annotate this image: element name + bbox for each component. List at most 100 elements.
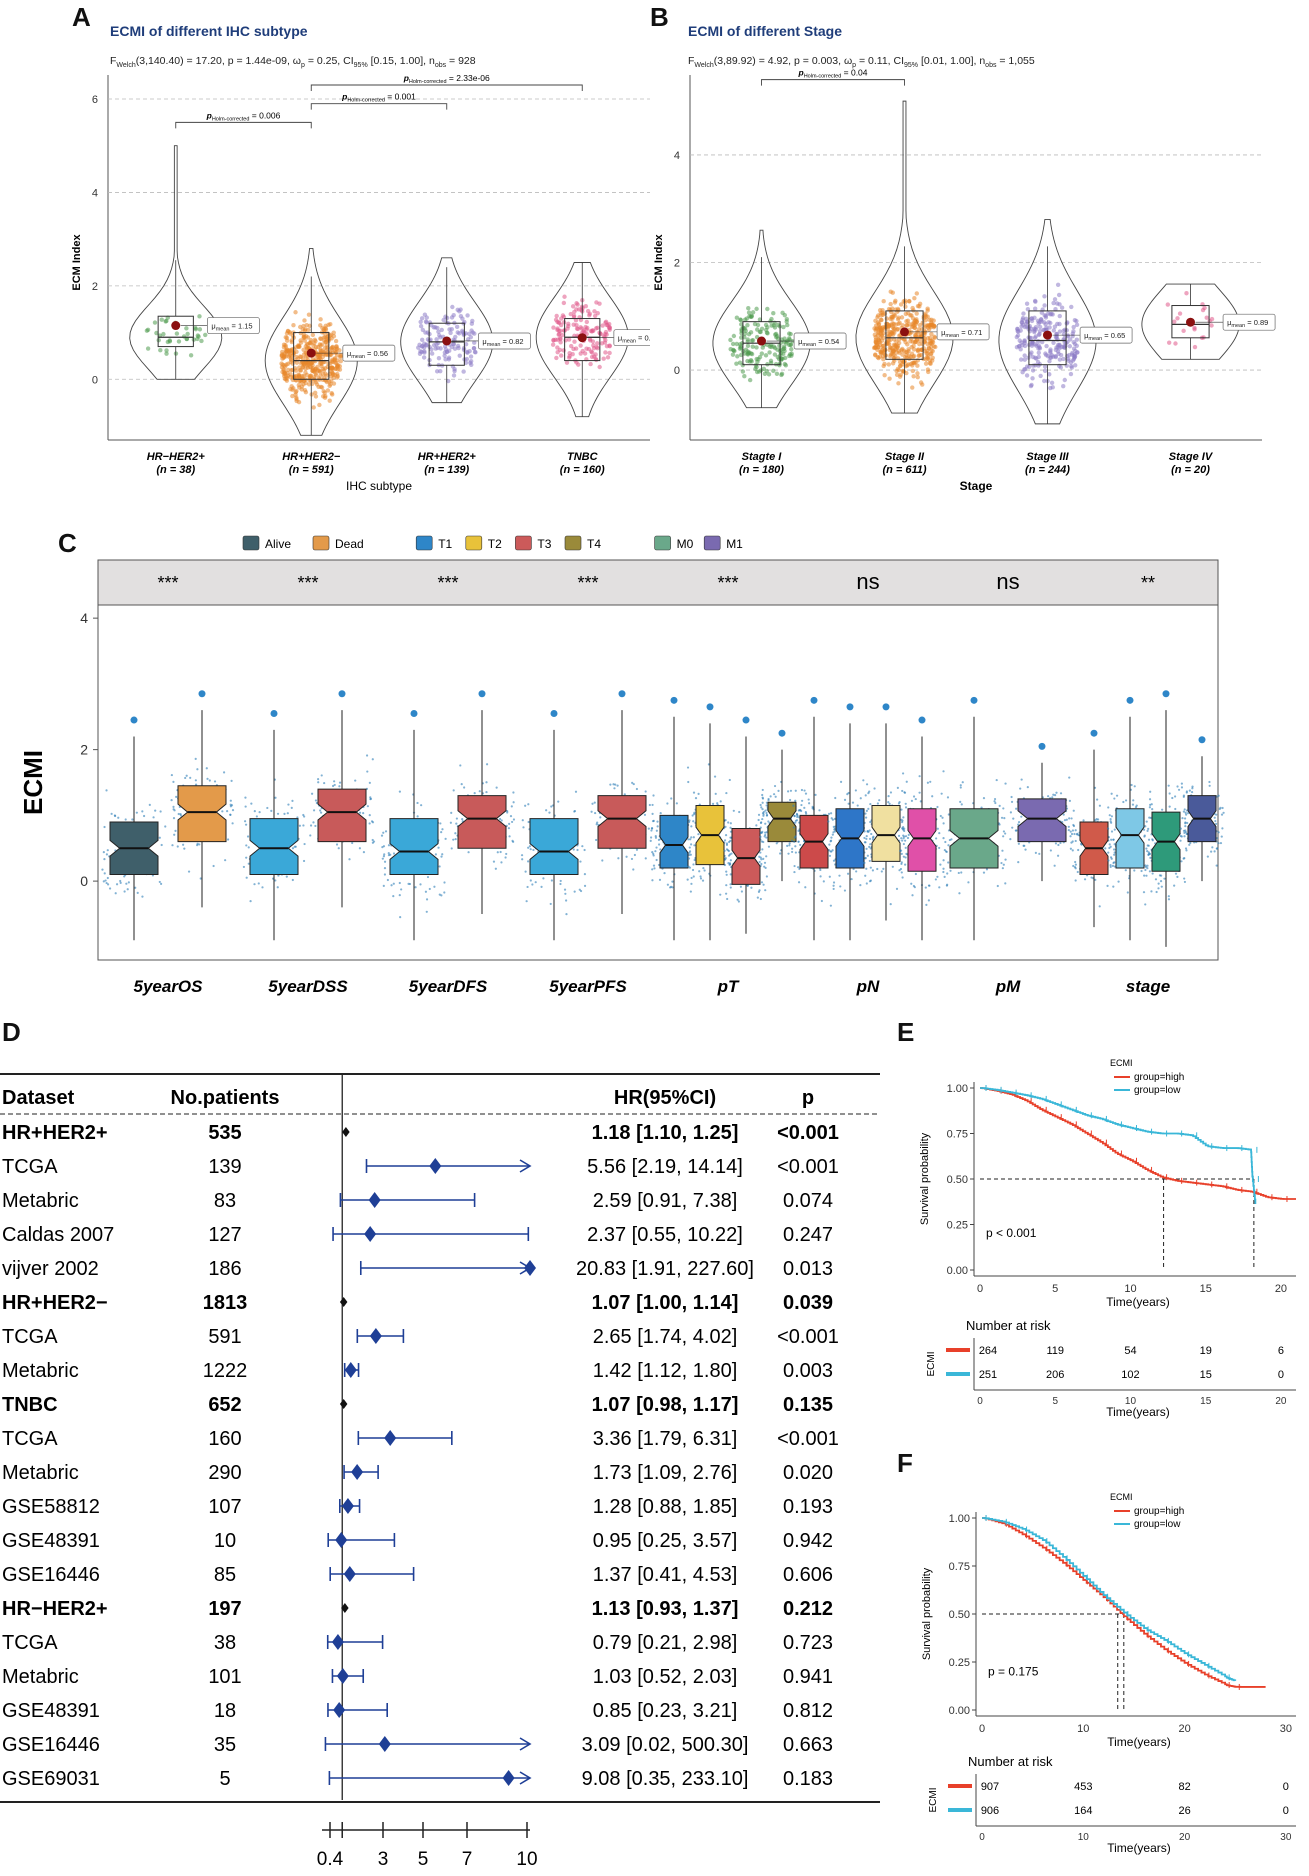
jitter-point: [1180, 860, 1183, 863]
jitter-point: [863, 861, 866, 864]
survival-curve-low: [982, 1517, 1237, 1682]
text-part: obs: [435, 62, 447, 69]
data-point: [472, 349, 478, 355]
data-point: [897, 363, 903, 369]
jitter-point: [1148, 816, 1151, 819]
data-point: [1192, 344, 1198, 350]
bracket-p-label: pHolm-corrected = 0.04: [797, 68, 867, 80]
row-dataset: HR+HER2+: [2, 1122, 108, 1144]
row-hr-text: 0.85 [0.23, 3.21]: [593, 1700, 738, 1722]
jitter-point: [761, 817, 764, 821]
data-point: [768, 358, 774, 364]
stats-text: FWelch(3,89.92) = 4.92, p = 0.003, ωp = …: [688, 55, 1035, 69]
text-part: = 0.89: [1245, 318, 1268, 327]
jitter-point: [900, 852, 903, 855]
jitter-point: [938, 846, 941, 850]
jitter-point: [599, 816, 602, 819]
jitter-point: [1211, 846, 1214, 849]
row-p: 0.013: [783, 1258, 833, 1280]
jitter-point: [995, 778, 998, 782]
jitter-point: [794, 851, 797, 854]
data-point: [311, 343, 316, 348]
jitter-point: [831, 833, 834, 836]
data-point: [589, 350, 595, 355]
data-point: [338, 354, 343, 360]
panel-label-d: D: [2, 1017, 21, 1047]
outlier-point: [198, 690, 206, 698]
jitter-point: [1069, 847, 1072, 850]
data-point: [328, 382, 333, 387]
data-point: [587, 313, 592, 318]
data-point: [1073, 363, 1078, 368]
y-tick-label: 1.00: [947, 1083, 968, 1095]
jitter-point: [548, 811, 551, 814]
jitter-point: [905, 780, 908, 783]
risk-x-tick: 30: [1280, 1832, 1292, 1843]
jitter-point: [106, 849, 109, 852]
data-point: [424, 342, 429, 347]
jitter-point: [961, 781, 964, 784]
jitter-point: [901, 876, 904, 879]
text-part: F: [110, 55, 116, 67]
data-point: [309, 392, 314, 397]
jitter-point: [1220, 813, 1224, 816]
data-point: [301, 335, 306, 341]
data-point: [455, 343, 461, 349]
mean-label: μmean = 1.15: [211, 322, 252, 333]
jitter-point: [865, 867, 868, 870]
data-point: [460, 328, 465, 334]
jitter-point: [508, 822, 511, 825]
row-hr-text: 1.03 [0.52, 2.03]: [593, 1666, 738, 1688]
jitter-point: [760, 831, 763, 834]
data-point: [895, 327, 900, 332]
mean-label-box: [936, 323, 990, 341]
jitter-point: [1002, 830, 1006, 833]
jitter-point: [390, 884, 393, 887]
data-point: [759, 351, 765, 356]
jitter-point: [899, 867, 903, 871]
data-point: [784, 319, 789, 324]
jitter-point: [1161, 808, 1164, 811]
data-point: [294, 395, 299, 400]
data-point: [329, 347, 335, 352]
data-point: [421, 355, 427, 360]
jitter-point: [1151, 838, 1154, 841]
data-point: [300, 356, 306, 361]
jitter-point: [371, 821, 375, 824]
risk-value: 0: [1283, 1805, 1289, 1817]
jitter-point: [832, 887, 835, 891]
data-point: [472, 331, 477, 336]
stats-text: FWelch(3,140.40) = 17.20, p = 1.44e-09, …: [110, 55, 476, 69]
hr-diamond: [364, 1226, 377, 1242]
text-part: Welch: [694, 62, 713, 69]
jitter-point: [247, 862, 250, 865]
jitter-point: [1074, 839, 1077, 843]
data-point: [302, 387, 308, 393]
jitter-point: [358, 847, 362, 850]
jitter-point: [1113, 851, 1116, 854]
jitter-point: [869, 802, 872, 806]
hr-diamond: [333, 1702, 346, 1718]
data-point: [1071, 324, 1076, 330]
jitter-point: [302, 813, 305, 817]
data-point: [176, 339, 182, 344]
risk-value: 54: [1124, 1345, 1136, 1357]
jitter-point: [632, 782, 635, 786]
jitter-point: [1146, 849, 1149, 853]
jitter-point: [866, 829, 869, 833]
jitter-point: [103, 825, 106, 829]
jitter-point: [938, 832, 941, 835]
jitter-point: [865, 835, 868, 838]
jitter-point: [688, 851, 691, 854]
jitter-point: [759, 897, 762, 901]
data-point: [900, 368, 906, 374]
jitter-point: [199, 877, 202, 880]
jitter-point: [1063, 819, 1067, 822]
jitter-point: [381, 846, 384, 849]
data-point: [1073, 348, 1078, 354]
jitter-point: [113, 814, 116, 817]
jitter-point: [1124, 799, 1128, 802]
jitter-point: [1191, 787, 1194, 790]
data-point: [318, 323, 323, 328]
jitter-point: [526, 885, 529, 889]
